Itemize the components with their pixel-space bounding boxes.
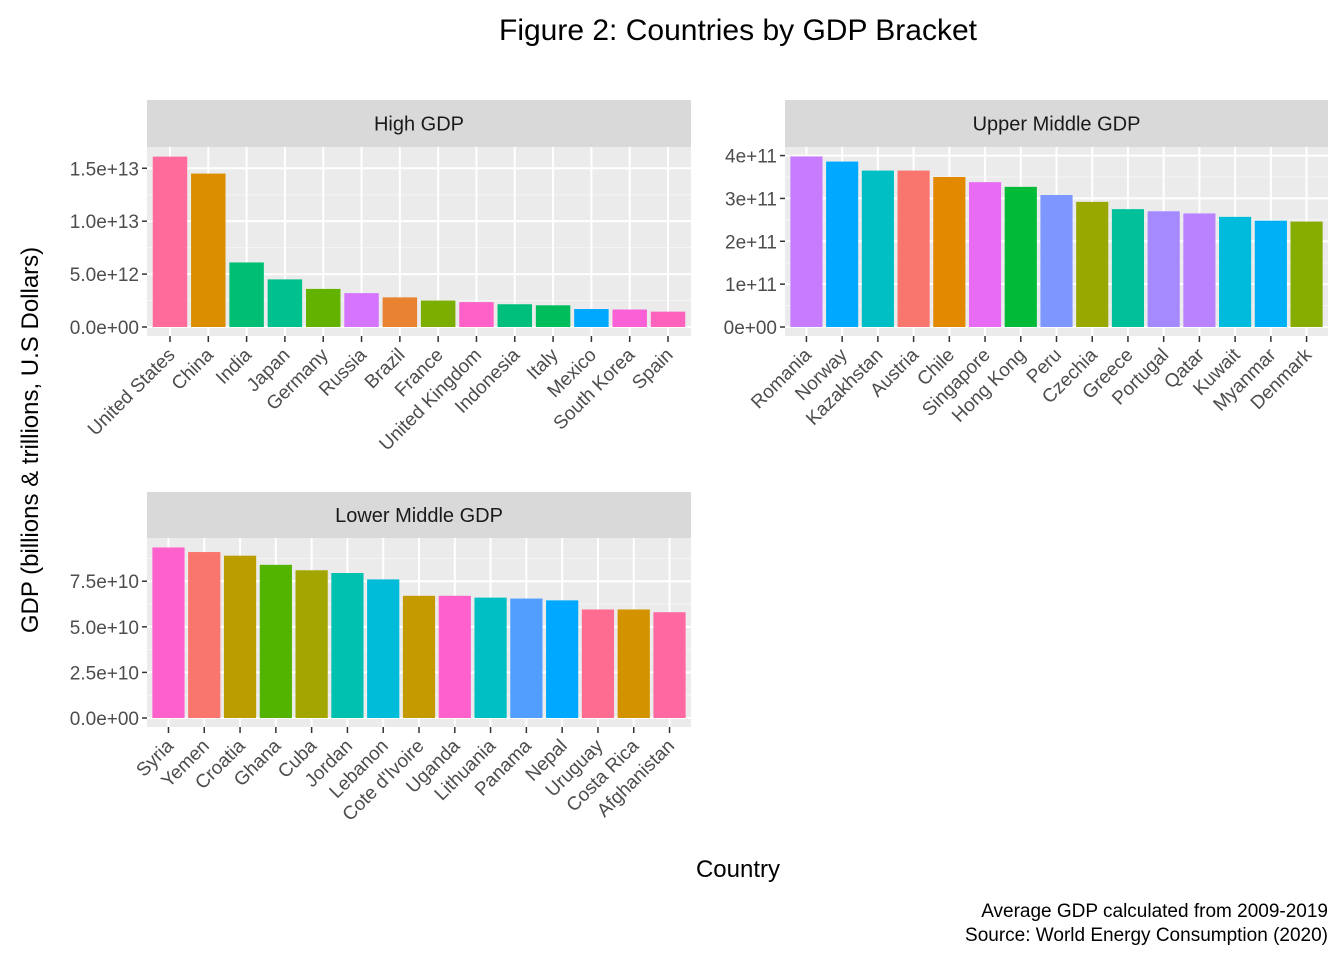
y-tick-label: 1.5e+13 [70,159,139,180]
bar [459,302,494,327]
x-tick-label: China [168,344,218,394]
bar [1290,221,1323,327]
bar [331,573,364,718]
bar [223,555,257,718]
bar [152,547,185,718]
panel-strip [147,492,691,538]
x-tick-label: Spain [628,345,677,394]
y-tick-label: 0.0e+00 [70,318,139,339]
bar [1004,186,1037,327]
bar [826,161,859,327]
x-axis-label: Country [696,856,780,883]
y-tick-label: 2.5e+10 [70,663,139,684]
bar [574,309,609,327]
panel-background [147,147,691,336]
bar [267,279,303,327]
bar [612,309,647,327]
bar [653,612,686,718]
bar [650,311,686,327]
bar [438,595,471,718]
bar [1076,201,1109,327]
bar [152,156,188,327]
bar [510,598,543,718]
panel-3: Lower Middle GDP 0.0e+00 2.5e+10 5.0e+10 7.5… [70,492,691,826]
bar [968,182,1002,327]
y-tick-label: 5.0e+12 [70,265,139,286]
bar [1147,211,1180,327]
bar [581,609,615,718]
bar [535,305,571,327]
bar [382,297,418,327]
panels: High GDP 0.0e+00 5.0e+12 1.0e+13 1.5e+13 Unit… [70,100,1328,826]
bar [1111,209,1145,327]
y-tick-label: 3e+11 [725,189,777,210]
panel-strip [785,100,1328,147]
bar [933,177,966,327]
panel-title: Lower Middle GDP [335,505,503,527]
bar [861,170,894,327]
bar [229,262,264,327]
bar [344,293,379,327]
bar [305,288,341,327]
bar [402,595,436,718]
bar [790,156,823,327]
bar [367,579,400,718]
y-tick-label: 2e+11 [725,232,777,253]
bar [420,300,456,327]
panel-1: High GDP 0.0e+00 5.0e+12 1.0e+13 1.5e+13 Unit… [70,100,691,455]
bar [1219,216,1252,327]
y-tick-label: 7.5e+10 [70,572,139,593]
y-tick-label: 1.0e+13 [70,212,139,233]
y-tick-label: 0.0e+00 [70,709,139,730]
y-tick-label: 5.0e+10 [70,618,139,639]
panel-title: High GDP [374,114,464,136]
panel-title: Upper Middle GDP [973,114,1141,136]
bar [617,609,650,718]
bar [546,600,579,718]
y-axis-label: GDP (billions & trillions, U.S Dollars) [17,247,44,633]
x-tick-label: United States [84,345,180,441]
bar [191,173,226,327]
bar [1254,220,1287,327]
bar [1183,213,1216,327]
bar [295,570,328,718]
bar [188,552,221,718]
bar [497,304,533,327]
bar [1040,195,1073,327]
y-tick-label: 4e+11 [725,147,777,168]
bar [259,564,292,718]
panel-2: Upper Middle GDP 0e+00 1e+11 2e+11 3e+11 4e+1… [724,100,1328,430]
y-tick-label: 0e+00 [724,318,777,339]
caption-line-1: Average GDP calculated from 2009-2019 [981,901,1328,922]
bar [897,170,930,327]
y-tick-label: 1e+11 [725,275,777,296]
panel-strip [147,100,691,147]
caption-line-2: Source: World Energy Consumption (2020) [965,925,1328,946]
figure-title: Figure 2: Countries by GDP Bracket [499,14,978,47]
bar [474,597,507,718]
